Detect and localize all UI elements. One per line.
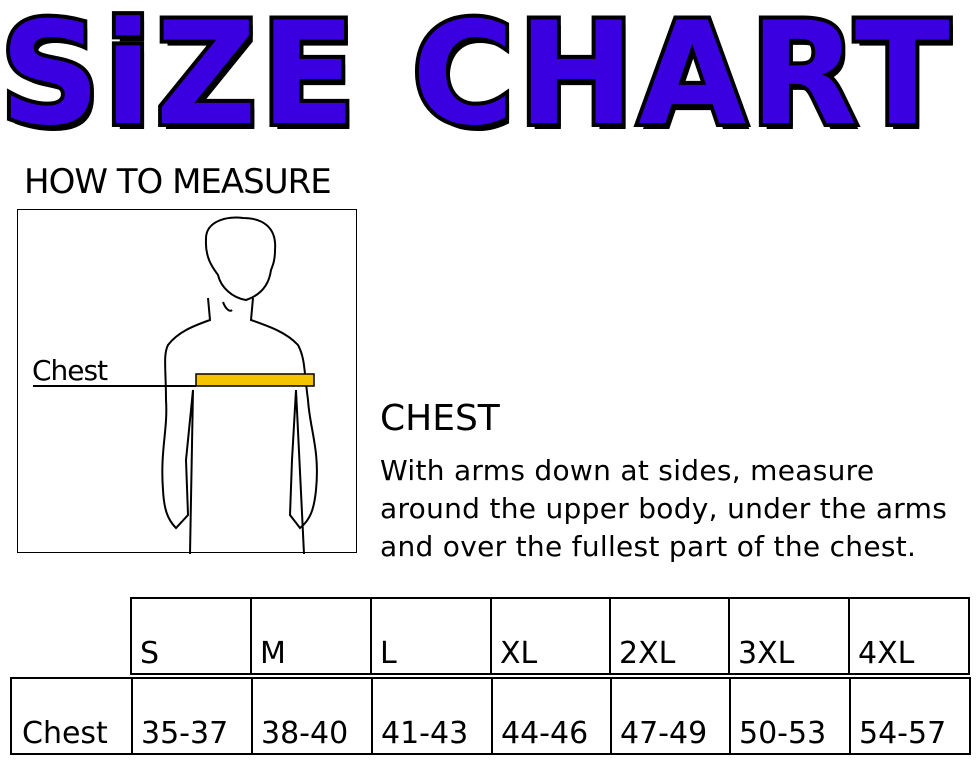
chest-values-table: Chest 35-37 38-40 41-43 44-46 47-49 50-5…: [10, 677, 971, 755]
chest-description: With arms down at sides, measure around …: [380, 454, 948, 563]
table-row: S M L XL 2XL 3XL 4XL: [130, 597, 970, 675]
size-cell: L: [370, 597, 492, 675]
row-label: Chest: [10, 677, 133, 755]
size-chart-title: SiZE CHART: [0, 0, 954, 161]
how-to-measure-heading: HOW TO MEASURE: [24, 162, 332, 202]
chest-heading: CHEST: [380, 398, 500, 439]
body-outline-icon: [33, 216, 318, 555]
size-cell: S: [130, 597, 252, 675]
size-header-table: S M L XL 2XL 3XL 4XL: [130, 597, 970, 675]
size-cell: 2XL: [609, 597, 730, 675]
value-cell: 35-37: [131, 677, 253, 755]
value-cell: 38-40: [251, 677, 373, 755]
size-cell: 3XL: [728, 597, 850, 675]
value-cell: 47-49: [610, 677, 731, 755]
table-row: Chest 35-37 38-40 41-43 44-46 47-49 50-5…: [10, 677, 971, 755]
value-cell: 44-46: [491, 677, 612, 755]
value-cell: 54-57: [849, 677, 971, 755]
value-cell: 41-43: [371, 677, 493, 755]
measurement-figure: Chest: [17, 209, 357, 555]
value-cell: 50-53: [729, 677, 851, 755]
size-cell: 4XL: [848, 597, 970, 675]
size-cell: M: [250, 597, 372, 675]
chest-figure-label: Chest: [32, 354, 108, 387]
size-cell: XL: [490, 597, 611, 675]
